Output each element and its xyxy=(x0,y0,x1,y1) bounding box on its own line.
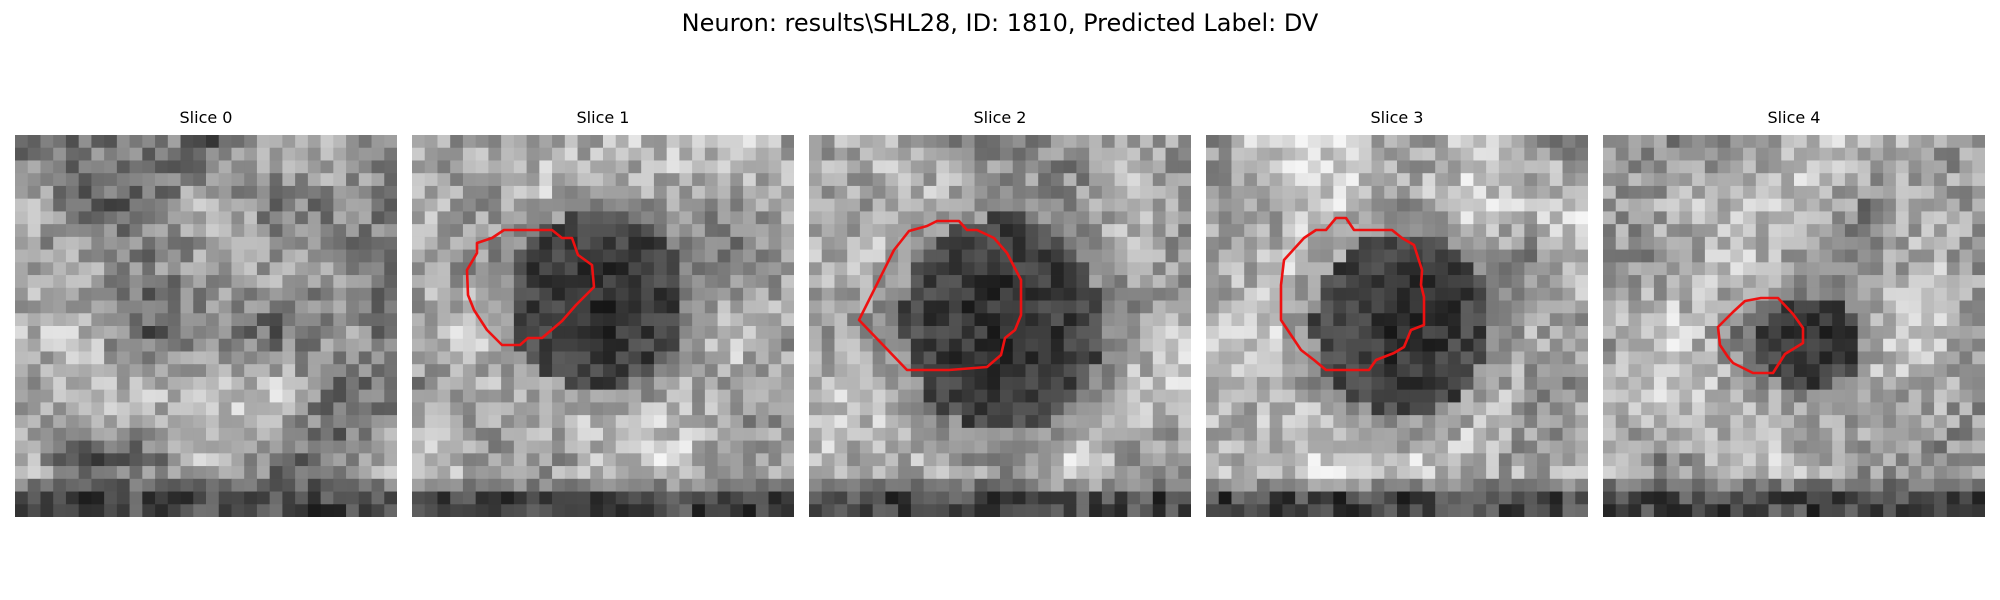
slice-image xyxy=(412,135,794,517)
slice-panel-4: Slice 4 xyxy=(1603,108,1985,517)
segmentation-contour xyxy=(465,228,596,347)
slice-image xyxy=(15,135,397,517)
segmentation-contour xyxy=(1279,216,1426,372)
slice-image xyxy=(1206,135,1588,517)
slice-panel-0: Slice 0 xyxy=(15,108,397,517)
slice-title: Slice 2 xyxy=(973,108,1027,127)
slice-title: Slice 1 xyxy=(576,108,630,127)
slice-panel-3: Slice 3 xyxy=(1206,108,1588,517)
slice-title: Slice 4 xyxy=(1767,108,1821,127)
figure-title: Neuron: results\SHL28, ID: 1810, Predict… xyxy=(681,9,1319,37)
slice-image xyxy=(1603,135,1985,517)
segmentation-contour xyxy=(1716,296,1805,375)
slice-image xyxy=(809,135,1191,517)
slice-title: Slice 0 xyxy=(179,108,233,127)
slice-panel-1: Slice 1 xyxy=(412,108,794,517)
slice-title: Slice 3 xyxy=(1370,108,1424,127)
segmentation-contour xyxy=(857,219,1023,372)
slice-panel-2: Slice 2 xyxy=(809,108,1191,517)
